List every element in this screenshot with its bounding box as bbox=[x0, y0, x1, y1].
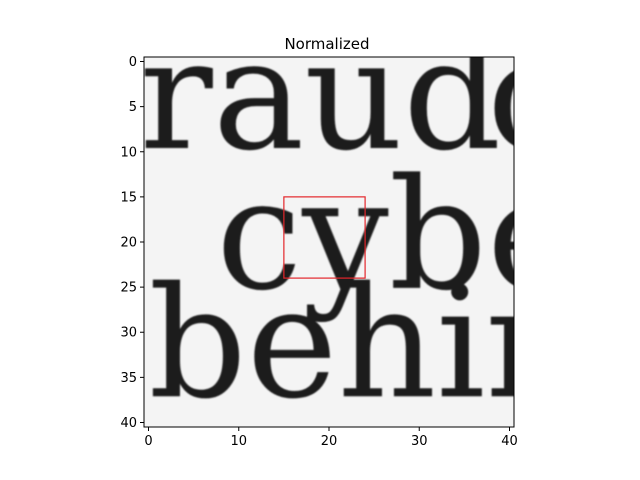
image-word: c bbox=[487, 7, 573, 185]
image-word: raud bbox=[139, 7, 501, 185]
y-tick-label: 15 bbox=[120, 190, 137, 205]
y-tick-label: 5 bbox=[129, 100, 137, 115]
x-tick-label: 20 bbox=[321, 434, 338, 449]
x-tick-label: 10 bbox=[230, 434, 247, 449]
y-tick-label: 20 bbox=[120, 236, 137, 251]
y-tick-label: 35 bbox=[120, 371, 137, 386]
y-tick-label: 0 bbox=[129, 55, 137, 70]
y-tick-label: 10 bbox=[120, 145, 137, 160]
x-tick-label: 40 bbox=[501, 434, 518, 449]
highlight-box bbox=[283, 196, 366, 279]
chart-title: Normalized bbox=[284, 35, 369, 53]
x-axis: 0 10 20 30 40 bbox=[144, 427, 518, 449]
y-axis: 0 5 10 15 20 25 30 35 40 bbox=[120, 55, 144, 431]
x-tick-label: 30 bbox=[411, 434, 428, 449]
x-tick-label: 0 bbox=[144, 434, 152, 449]
y-tick-label: 40 bbox=[120, 416, 137, 431]
y-tick-label: 30 bbox=[120, 326, 137, 341]
image-background bbox=[144, 57, 514, 427]
y-tick-label: 25 bbox=[120, 281, 137, 296]
image-word: behin bbox=[149, 255, 585, 433]
